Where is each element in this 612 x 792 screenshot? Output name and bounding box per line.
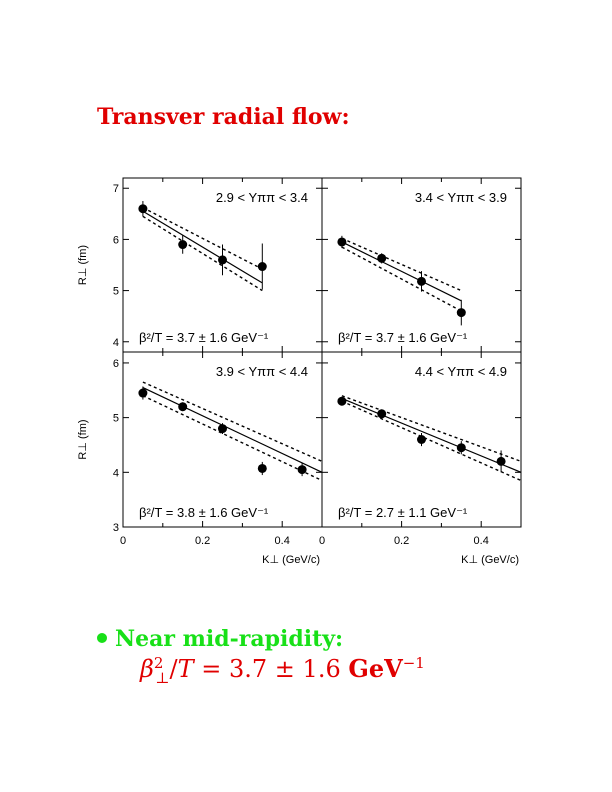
panel-annotation: β²/T = 2.7 ± 1.1 GeV⁻¹ <box>338 505 468 520</box>
data-point <box>337 237 347 247</box>
y-axis-label: R⊥ (fm) <box>77 419 89 459</box>
x-tick-label: 0 <box>120 535 126 547</box>
bullet-item: Near mid-rapidity: <box>97 626 343 652</box>
data-point <box>297 465 307 475</box>
data-point <box>337 396 347 406</box>
fit-line-lower <box>341 400 522 482</box>
data-point <box>218 424 227 434</box>
panel-title: 4.4 < Yππ < 4.9 <box>415 364 507 379</box>
formula-sup: 2 <box>153 654 164 672</box>
data-point <box>377 253 387 263</box>
fit-line-lower <box>142 215 263 292</box>
y-tick-label: 6 <box>113 234 119 246</box>
y-tick-label: 3 <box>113 522 119 534</box>
y-tick-label: 5 <box>113 286 119 298</box>
panel-annotation: β²/T = 3.8 ± 1.6 GeV⁻¹ <box>139 505 269 520</box>
x-tick-label: 0.2 <box>394 535 409 547</box>
bullet-dot-icon <box>97 633 107 643</box>
panel-title: 3.9 < Yππ < 4.4 <box>216 364 308 379</box>
panel-title: 2.9 < Yππ < 3.4 <box>216 190 308 205</box>
data-point <box>377 409 387 419</box>
fit-line-upper <box>341 395 522 463</box>
y-tick-label: 6 <box>113 358 119 370</box>
formula-unit-exp: −1 <box>402 654 425 672</box>
fit-line-upper <box>142 381 323 463</box>
slide-title: Transver radial flow: <box>97 104 350 130</box>
data-point <box>138 388 148 398</box>
bullet-label: Near mid-rapidity: <box>115 626 344 652</box>
fit-line-lower <box>341 246 462 312</box>
fit-line-upper <box>341 237 462 292</box>
formula-eq: = 3.7 ± 1.6 <box>193 655 349 683</box>
x-tick-label: 0.4 <box>474 535 489 547</box>
formula-T: T <box>177 655 194 683</box>
data-point <box>257 463 267 473</box>
data-point <box>417 435 426 444</box>
fit-line-central <box>341 397 522 473</box>
panel-frame <box>321 351 522 528</box>
data-point <box>178 402 188 412</box>
data-point <box>456 443 466 453</box>
data-point <box>417 276 426 286</box>
panel-annotation: β²/T = 3.7 ± 1.6 GeV⁻¹ <box>338 330 468 345</box>
data-point <box>456 308 466 318</box>
formula-slash: / <box>169 655 178 683</box>
data-point <box>218 255 227 265</box>
y-tick-label: 7 <box>113 183 119 195</box>
fit-line-central <box>142 210 263 284</box>
panel-title: 3.4 < Yππ < 3.9 <box>415 190 507 205</box>
data-point <box>138 204 148 214</box>
fit-line-central <box>341 241 462 302</box>
x-axis-label: K⊥ (GeV/c) <box>461 554 519 566</box>
y-tick-label: 4 <box>113 467 119 479</box>
formula-sub: ⊥ <box>155 668 170 687</box>
data-point <box>496 456 506 466</box>
formula-unit: GeV <box>348 654 403 683</box>
data-point <box>178 240 188 250</box>
y-tick-label: 4 <box>113 337 119 349</box>
y-axis-label: R⊥ (fm) <box>77 245 89 285</box>
fit-line-central <box>142 387 323 473</box>
formula: β2⊥/T = 3.7 ± 1.6 GeV−1 <box>140 654 425 687</box>
x-tick-label: 0 <box>319 535 325 547</box>
panel-annotation: β²/T = 3.7 ± 1.6 GeV⁻¹ <box>139 330 269 345</box>
formula-beta: β <box>140 655 154 683</box>
data-point <box>257 262 267 272</box>
x-tick-label: 0.2 <box>195 535 210 547</box>
x-axis-label: K⊥ (GeV/c) <box>262 554 320 566</box>
y-tick-label: 5 <box>113 413 119 425</box>
fit-line-lower <box>142 395 323 482</box>
fit-line-upper <box>142 207 263 270</box>
x-tick-label: 0.4 <box>275 535 290 547</box>
